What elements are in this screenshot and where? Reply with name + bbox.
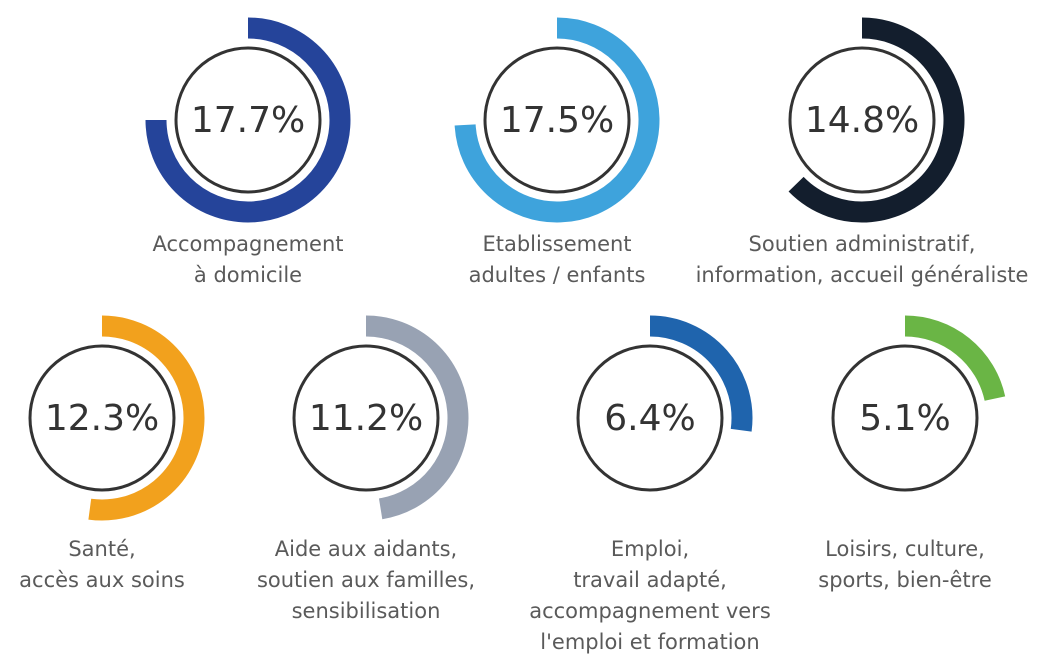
category-label: accompagnement vers [529,599,771,623]
category-label: accès aux soins [19,568,185,592]
category-label: Emploi, [611,537,689,561]
gauge-circle [28,344,176,492]
percent-label: 11.2% [309,398,423,439]
gauge-arc [454,17,660,223]
category-label: l'emploi et formation [540,630,759,654]
gauge-circle [292,344,440,492]
category-label: soutien aux familles, [257,568,475,592]
category-label: Aide aux aidants, [275,537,457,561]
gauge-arc [88,315,205,521]
category-label: Loisirs, culture, [825,537,985,561]
gauge-arc [649,315,753,432]
gauge-arc [365,315,469,520]
gauge-circle [576,344,724,492]
percent-label: 6.4% [604,398,695,439]
percent-label: 5.1% [859,398,950,439]
category-label: information, accueil généraliste [696,263,1029,287]
gauge-arc [788,17,965,223]
category-label: travail adapté, [573,568,727,592]
gauge-circle [831,344,979,492]
gauge-circle [174,46,322,194]
gauge-circle [483,46,631,194]
category-label: adultes / enfants [469,263,646,287]
category-label: Santé, [68,537,135,561]
percent-label: 14.8% [805,100,919,141]
gauge-arc [145,17,351,223]
percent-label: 17.7% [191,100,305,141]
gauge-arc [904,315,1006,402]
category-label: Accompagnement [152,232,343,256]
percent-label: 17.5% [500,100,614,141]
category-label: sensibilisation [292,599,441,623]
gauge-circle [788,46,936,194]
category-label: sports, bien-être [818,568,992,592]
category-label: à domicile [194,263,302,287]
category-label: Soutien administratif, [749,232,976,256]
category-label: Etablissement [482,232,631,256]
percent-label: 12.3% [45,398,159,439]
